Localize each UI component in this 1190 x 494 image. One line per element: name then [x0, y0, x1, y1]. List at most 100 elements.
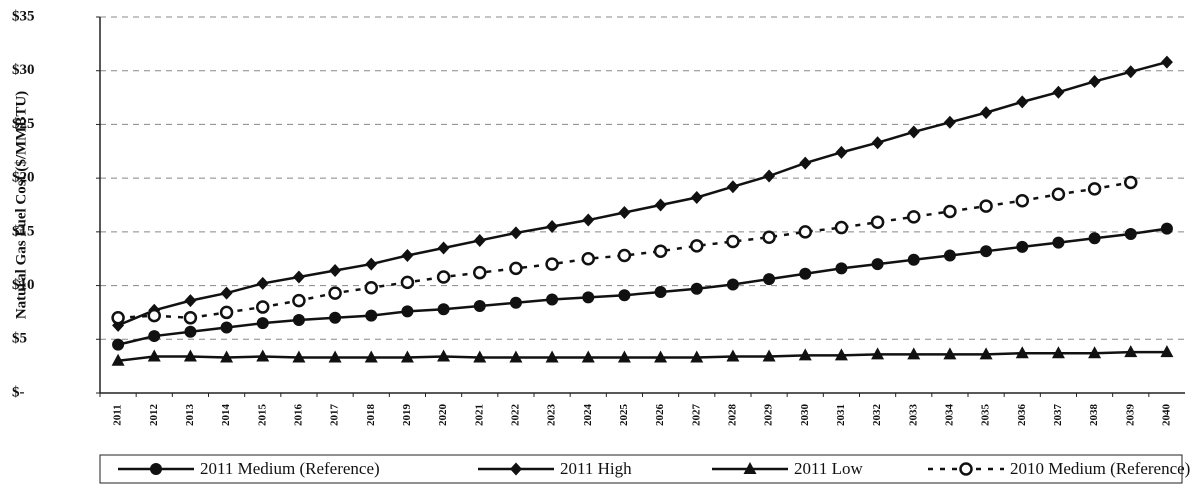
marker: [943, 347, 957, 360]
x-tick-label: 2014: [220, 404, 232, 427]
marker: [871, 347, 885, 360]
marker: [401, 305, 414, 318]
x-tick-label: 2022: [509, 404, 521, 427]
marker: [436, 270, 451, 284]
marker: [1124, 175, 1138, 190]
marker: [907, 253, 920, 266]
marker: [654, 286, 667, 299]
legend-label: 2011 Medium (Reference): [200, 459, 380, 478]
x-tick-label: 2033: [907, 404, 919, 427]
marker: [798, 348, 812, 361]
marker: [834, 348, 848, 361]
marker: [726, 278, 739, 291]
marker: [1052, 85, 1065, 99]
series-line: [117, 350, 1167, 363]
marker: [907, 210, 921, 224]
marker: [980, 106, 993, 120]
legend-label: 2011 High: [560, 459, 632, 478]
x-tick-label: 2040: [1160, 404, 1172, 427]
marker: [1016, 240, 1029, 253]
marker: [183, 349, 197, 362]
marker: [184, 325, 197, 338]
marker: [473, 265, 487, 280]
marker: [256, 300, 270, 314]
y-tick-label: $15: [12, 223, 35, 239]
x-tick-label: 2023: [546, 404, 558, 427]
marker: [509, 261, 523, 276]
marker: [834, 220, 849, 235]
marker: [618, 206, 631, 220]
marker: [364, 280, 378, 295]
marker: [979, 347, 993, 360]
x-tick-label: 2017: [329, 404, 341, 427]
marker: [871, 258, 884, 271]
x-tick-label: 2025: [618, 404, 630, 427]
marker: [437, 349, 451, 362]
y-tick-label: $5: [12, 331, 27, 347]
marker: [1051, 187, 1066, 202]
marker: [1160, 345, 1174, 358]
marker: [292, 350, 306, 363]
marker: [437, 303, 450, 316]
marker: [328, 350, 342, 363]
marker: [582, 291, 595, 304]
marker: [617, 350, 631, 363]
y-tick-label: $-: [12, 384, 25, 400]
marker: [653, 244, 668, 258]
y-tick-label: $20: [12, 170, 35, 186]
y-tick-label: $10: [12, 277, 35, 293]
x-tick-label: 2016: [292, 404, 304, 427]
marker: [509, 350, 523, 363]
x-tick-label: 2021: [473, 404, 485, 426]
marker: [799, 267, 812, 280]
marker: [1052, 236, 1065, 249]
x-tick-label: 2038: [1088, 404, 1100, 427]
marker: [219, 305, 234, 320]
marker: [148, 330, 161, 343]
x-tick-label: 2028: [726, 404, 738, 427]
x-tick-label: 2012: [148, 404, 160, 427]
marker: [1016, 95, 1029, 109]
marker: [292, 293, 306, 308]
marker: [907, 125, 920, 139]
marker: [437, 241, 450, 255]
marker: [473, 350, 487, 363]
marker: [690, 190, 703, 204]
marker: [1015, 346, 1029, 359]
marker: [329, 264, 342, 278]
marker: [1088, 232, 1101, 245]
marker: [690, 239, 704, 253]
marker: [1088, 74, 1101, 88]
marker: [799, 156, 812, 170]
marker: [546, 219, 559, 233]
marker: [220, 350, 234, 363]
marker: [726, 180, 739, 194]
marker: [329, 311, 342, 324]
marker: [835, 262, 848, 275]
marker: [473, 233, 486, 247]
marker: [183, 311, 198, 325]
marker: [220, 321, 233, 334]
marker: [617, 248, 632, 263]
marker: [147, 349, 161, 362]
y-axis-title: Natural Gas Fuel Cost ($/MMBTU): [13, 91, 29, 319]
marker: [798, 225, 812, 239]
marker: [1051, 346, 1065, 359]
marker: [292, 270, 305, 284]
marker: [763, 273, 776, 286]
marker: [365, 257, 378, 271]
series-line: [117, 60, 1168, 327]
marker: [943, 249, 956, 262]
marker: [184, 294, 197, 308]
marker: [654, 198, 667, 212]
marker: [690, 350, 704, 363]
marker: [220, 286, 233, 300]
marker: [1088, 346, 1102, 359]
marker: [473, 299, 486, 312]
marker: [1124, 65, 1137, 79]
marker: [581, 350, 595, 363]
marker: [690, 282, 703, 295]
marker: [581, 251, 595, 266]
marker: [582, 213, 595, 227]
